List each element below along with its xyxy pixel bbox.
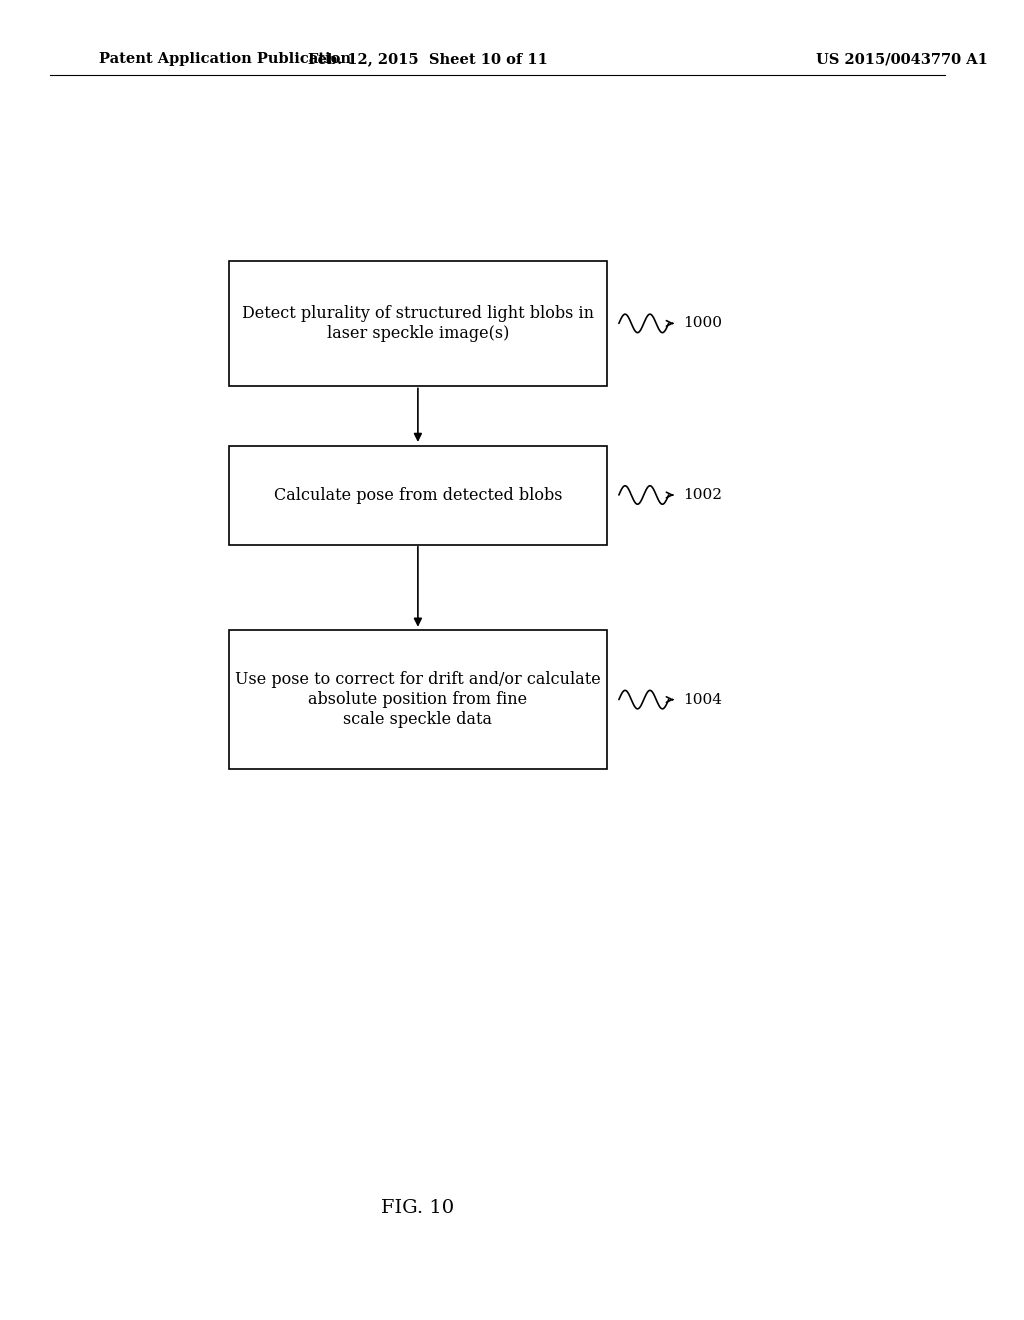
Text: 1004: 1004 (684, 693, 723, 706)
Text: Use pose to correct for drift and/or calculate
absolute position from fine
scale: Use pose to correct for drift and/or cal… (236, 672, 601, 727)
Text: US 2015/0043770 A1: US 2015/0043770 A1 (816, 53, 988, 66)
Text: Calculate pose from detected blobs: Calculate pose from detected blobs (273, 487, 562, 503)
Text: Feb. 12, 2015  Sheet 10 of 11: Feb. 12, 2015 Sheet 10 of 11 (308, 53, 548, 66)
Text: 1002: 1002 (684, 488, 723, 502)
FancyBboxPatch shape (228, 261, 607, 385)
FancyBboxPatch shape (228, 446, 607, 544)
FancyBboxPatch shape (228, 631, 607, 768)
Text: FIG. 10: FIG. 10 (381, 1199, 455, 1217)
Text: Patent Application Publication: Patent Application Publication (99, 53, 351, 66)
Text: 1000: 1000 (684, 317, 723, 330)
Text: Detect plurality of structured light blobs in
laser speckle image(s): Detect plurality of structured light blo… (242, 305, 594, 342)
